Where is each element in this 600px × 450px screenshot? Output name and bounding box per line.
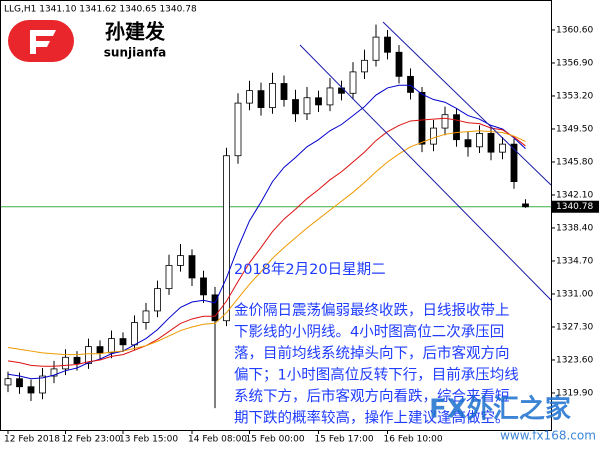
candle-body (27, 386, 35, 394)
y-tick-label: 1334.70 (556, 256, 593, 266)
x-tick-label: 12 Feb 23:00 (62, 435, 121, 445)
x-tick-label: 16 Feb 10:00 (384, 435, 443, 445)
annotation-line: 下影线的小阴线。4小时图高位二次承压回 (234, 324, 504, 341)
annotation-line: 偏下；1小时图高位反转下行，目前承压均线 (234, 367, 519, 384)
logo-pinyin: sunjianfa (104, 46, 166, 60)
moving-average (7, 117, 526, 367)
y-tick-label: 1319.90 (556, 388, 593, 398)
candle-body (349, 71, 357, 94)
x-tick-label: 15 Feb 17:00 (315, 435, 374, 445)
candle-body (487, 133, 495, 153)
moving-average (7, 130, 526, 356)
x-tick-label: 15 Feb 00:00 (246, 435, 305, 445)
candle-body (395, 51, 403, 77)
annotation-line: 落，目前均线系统掉头向下，后市客观方向 (234, 345, 510, 362)
candle-body (326, 87, 334, 106)
annotation: 金价隔日震荡偏弱最终收跌，日线报收带上下影线的小阴线。4小时图高位二次承压回落，… (234, 302, 519, 427)
y-tick-label: 1360.60 (556, 25, 593, 35)
candle-body (108, 338, 115, 354)
candle-body (73, 356, 81, 364)
candle-body (280, 83, 288, 100)
candle-body (476, 133, 483, 148)
price-label: 1340.78 (556, 202, 593, 212)
candle-body (85, 346, 92, 364)
channel-lower (299, 44, 552, 301)
candle-body (154, 288, 161, 312)
y-tick-label: 1331.00 (556, 289, 593, 299)
candle-body (269, 83, 276, 108)
candle-body (234, 102, 242, 157)
y-tick-label: 1342.10 (556, 190, 593, 200)
y-tick-label: 1353.20 (556, 91, 593, 101)
candle-body (384, 36, 391, 53)
watermark: FX外汇之家 www.fx168.com (429, 394, 596, 443)
candle-body (96, 346, 104, 354)
candle-body (441, 114, 449, 129)
logo-name: 孙建发 (105, 20, 166, 44)
annotation-date: 2018年2月20日星期二 (234, 261, 386, 278)
candle-body (177, 255, 184, 266)
candle-body (200, 277, 207, 296)
candle-body (211, 294, 219, 322)
y-tick-label: 1327.30 (556, 322, 593, 332)
annotation-line: 金价隔日震荡偏弱最终收跌，日线报收带上 (234, 302, 510, 319)
y-tick-label: 1338.40 (556, 223, 593, 233)
candle-body (303, 97, 311, 115)
candle-body (372, 36, 380, 61)
candle-body (522, 203, 529, 208)
candle-body (50, 368, 58, 377)
candle-body (223, 155, 230, 322)
candle-body (62, 356, 69, 370)
channel-upper (382, 21, 552, 186)
candle-body (16, 378, 23, 388)
plot-area (0, 24, 551, 409)
watermark-brand: FX外汇之家 (429, 394, 571, 425)
header: LLG,H1 1341.10 1341.62 1340.65 1340.78 (4, 5, 197, 15)
plot-frame (0, 0, 552, 431)
y-tick-label: 1356.90 (556, 58, 593, 68)
candle-body (418, 92, 426, 145)
candle-body (292, 99, 299, 115)
annotation-line: 期下跌的概率较高，操作上建议逢高做空。 (234, 409, 510, 427)
y-tick-label: 1349.50 (556, 124, 593, 134)
logo-f (30, 30, 56, 54)
x-tick-label: 12 Feb 2018 (4, 435, 60, 445)
candle-body (430, 127, 437, 145)
y-tick-label: 1345.80 (556, 157, 593, 167)
x-tick-label: 13 Feb 15:00 (119, 435, 178, 445)
candle-body (315, 97, 322, 106)
x-tick-label: 14 Feb 08:00 (188, 435, 247, 445)
candle-body (257, 90, 265, 108)
candle-body (119, 338, 127, 346)
candle-body (188, 255, 196, 279)
candle-body (246, 90, 253, 104)
candle-body (464, 139, 472, 148)
annotation-line: 系统下方，后市客观方向看跌，综合来看短 (234, 388, 510, 405)
candle-body (131, 322, 138, 346)
candle-body (39, 375, 46, 394)
candle-body (510, 143, 518, 182)
candle-body (407, 75, 414, 93)
candle-body (499, 143, 506, 153)
candle-body (4, 378, 12, 386)
candle-body (165, 265, 173, 290)
price-label-box (551, 200, 599, 213)
candle-body (453, 114, 460, 141)
watermark-url: www.fx168.com (500, 429, 596, 443)
candle-body (142, 310, 150, 323)
y-tick-label: 1323.60 (556, 355, 593, 365)
logo: 孙建发 sunjianfa (8, 20, 166, 62)
candle-body (361, 59, 368, 73)
